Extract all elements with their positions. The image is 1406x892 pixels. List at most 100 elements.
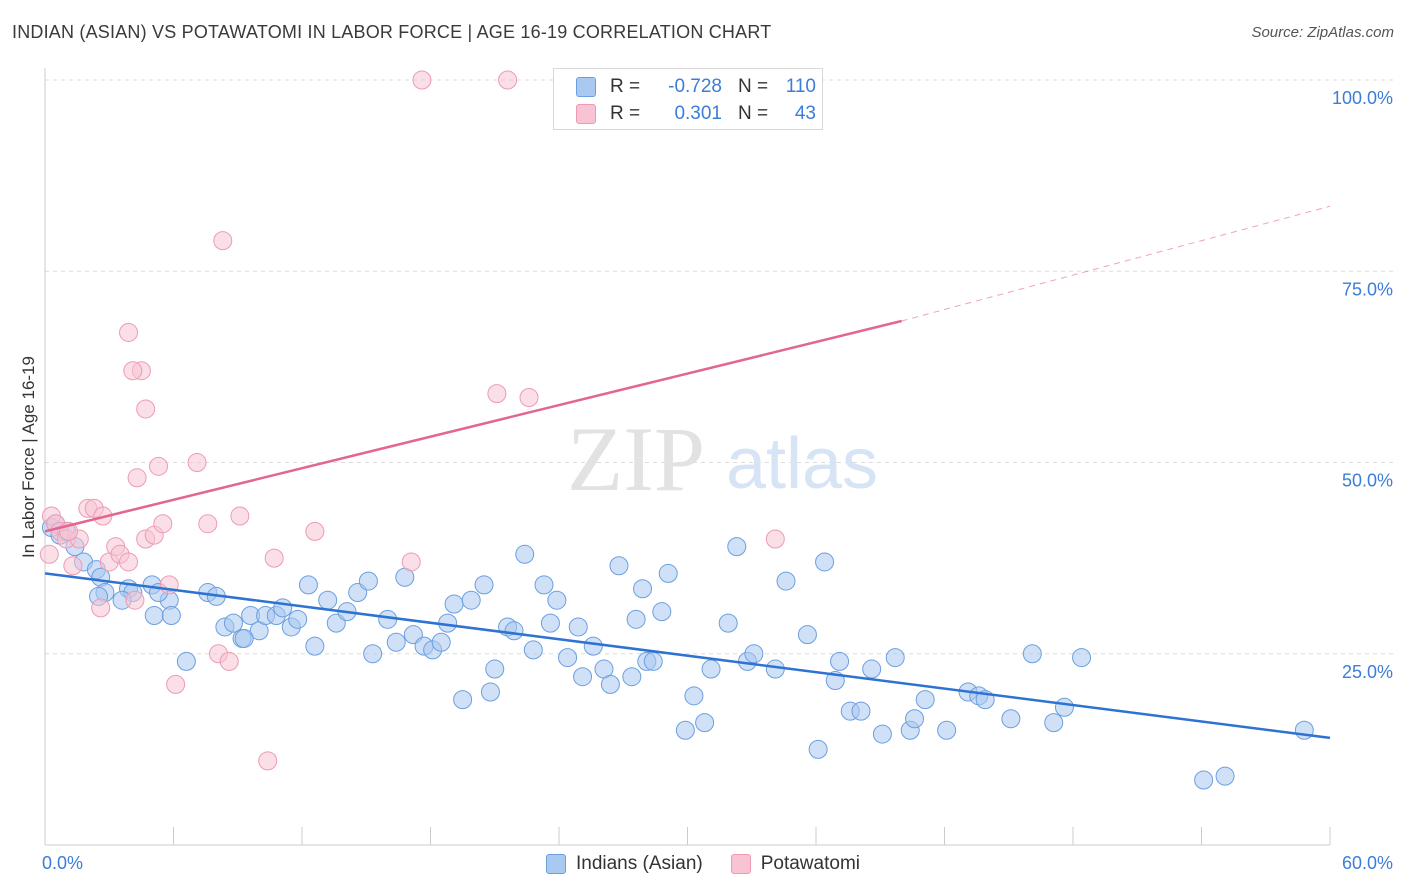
indian-point xyxy=(288,609,308,629)
potawatomi-point xyxy=(63,556,83,576)
y-tick-label: 75.0% xyxy=(1342,279,1393,299)
indian-point xyxy=(583,636,603,656)
n-value: 110 xyxy=(785,76,816,97)
potawatomi-point xyxy=(153,514,173,534)
legend-item-indians[interactable]: Indians (Asian) xyxy=(545,853,703,875)
n-label: N = xyxy=(738,76,769,97)
indian-point xyxy=(1215,766,1235,786)
indian-point xyxy=(273,598,293,618)
potawatomi-point xyxy=(519,387,539,407)
indian-point xyxy=(622,667,642,687)
indian-point xyxy=(744,644,764,664)
indian-point xyxy=(1044,713,1064,733)
axes xyxy=(44,68,1331,846)
potawatomi-swatch xyxy=(576,104,596,124)
indian-point xyxy=(851,701,871,721)
indian-point xyxy=(461,590,481,610)
potawatomi-point xyxy=(149,456,169,476)
indian-point xyxy=(872,724,892,744)
indian-point xyxy=(540,613,560,633)
y-tick-label: 50.0% xyxy=(1342,471,1393,491)
indian-point xyxy=(474,575,494,595)
potawatomi-point xyxy=(401,552,421,572)
potawatomi-trend-line xyxy=(44,319,902,533)
indian-point xyxy=(695,713,715,733)
indian-point xyxy=(808,739,828,759)
x-tick-label: 0.0% xyxy=(42,853,83,873)
potawatomi-point xyxy=(412,70,432,90)
indian-point xyxy=(161,606,181,625)
y-tick-label: 100.0% xyxy=(1332,88,1393,108)
indian-trend-line xyxy=(44,572,1331,740)
stats-row-indians: R = -0.728 N = 110 xyxy=(576,75,816,99)
tick-labels: 25.0% 50.0% 75.0% 100.0% 0.0% 60.0% xyxy=(42,88,1393,873)
potawatomi-point xyxy=(136,399,156,419)
indian-point xyxy=(485,659,505,679)
indian-point xyxy=(727,537,747,557)
potawatomi-point xyxy=(187,453,207,472)
indian-point xyxy=(815,552,835,572)
potawatomi-point xyxy=(487,384,507,404)
indian-point xyxy=(797,625,817,645)
indian-point xyxy=(444,594,464,614)
indian-point xyxy=(573,667,593,687)
potawatomi-point xyxy=(765,529,785,549)
indian-point xyxy=(558,648,578,668)
indian-point xyxy=(363,644,383,664)
indian-point xyxy=(633,579,653,599)
potawatomi-point xyxy=(39,544,59,564)
indian-point xyxy=(609,556,629,576)
r-label: R = xyxy=(610,76,641,97)
indian-point xyxy=(937,720,957,740)
trend-lines xyxy=(44,205,1331,740)
indian-point xyxy=(234,628,254,648)
grid-lines xyxy=(45,79,1395,655)
indian-point xyxy=(568,617,588,637)
potawatomi-trend-extension xyxy=(901,205,1331,322)
indian-point xyxy=(643,651,663,671)
indian-point xyxy=(1022,644,1042,664)
indian-point xyxy=(298,575,318,595)
potawatomi-point xyxy=(127,468,147,488)
indian-point xyxy=(658,563,678,583)
potawatomi-point xyxy=(119,552,139,572)
potawatomi-point xyxy=(166,674,186,694)
x-tick-label: 60.0% xyxy=(1342,853,1393,873)
potawatomi-point xyxy=(258,751,278,771)
watermark-zip: ZIP xyxy=(567,408,705,510)
indian-point xyxy=(504,621,524,641)
r-label: R = xyxy=(610,103,641,124)
series-potawatomi-points xyxy=(39,70,785,771)
r-value: 0.301 xyxy=(674,103,722,124)
indians-swatch xyxy=(545,854,566,874)
indian-point xyxy=(684,686,704,706)
potawatomi-point xyxy=(305,521,325,541)
source-note: Source: ZipAtlas.com xyxy=(1251,24,1394,41)
indian-point xyxy=(885,648,905,668)
series-indians-asian-points xyxy=(41,514,1314,790)
indian-point xyxy=(144,606,164,625)
indian-point xyxy=(1194,770,1214,790)
stats-legend: R = -0.728 N = 110 R = 0.301 N = 43 xyxy=(553,68,823,130)
y-tick-label: 25.0% xyxy=(1342,662,1393,682)
potawatomi-point xyxy=(264,548,284,568)
indians-swatch xyxy=(576,77,596,97)
indian-point xyxy=(675,720,695,740)
y-axis-label: In Labor Force | Age 16-19 xyxy=(19,356,38,558)
potawatomi-swatch xyxy=(730,854,751,874)
indian-point xyxy=(1001,709,1021,729)
potawatomi-point xyxy=(125,590,145,610)
indian-point xyxy=(480,682,500,702)
indian-point xyxy=(1054,697,1074,717)
indian-point xyxy=(905,709,925,729)
indian-point xyxy=(453,690,473,710)
legend-label: Indians (Asian) xyxy=(575,853,703,874)
watermark-atlas: atlas xyxy=(726,424,878,504)
indian-point xyxy=(547,590,567,610)
indian-point xyxy=(386,632,406,652)
potawatomi-point xyxy=(213,231,233,251)
potawatomi-point xyxy=(498,70,518,90)
legend-item-potawatomi[interactable]: Potawatomi xyxy=(730,853,860,875)
indian-point xyxy=(358,571,378,591)
